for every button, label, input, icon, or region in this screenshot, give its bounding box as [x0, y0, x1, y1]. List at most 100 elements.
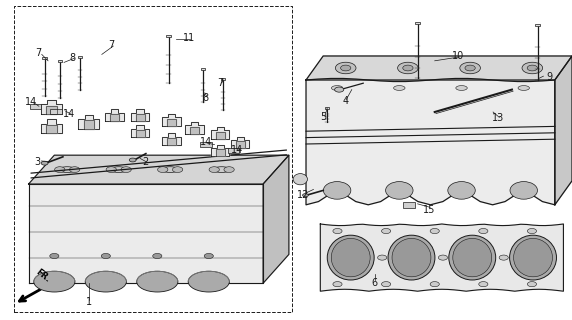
Ellipse shape — [331, 238, 370, 277]
Text: 14: 14 — [200, 137, 212, 148]
Polygon shape — [236, 141, 245, 148]
Ellipse shape — [386, 182, 413, 199]
Circle shape — [382, 228, 391, 234]
Ellipse shape — [137, 271, 178, 292]
Circle shape — [153, 253, 162, 259]
Polygon shape — [167, 138, 176, 145]
Polygon shape — [29, 184, 263, 283]
Text: 15: 15 — [423, 204, 435, 215]
Polygon shape — [131, 109, 149, 121]
Polygon shape — [46, 106, 57, 114]
Circle shape — [460, 62, 480, 74]
Circle shape — [527, 65, 538, 71]
Polygon shape — [232, 137, 249, 148]
Polygon shape — [263, 155, 289, 283]
FancyBboxPatch shape — [325, 107, 329, 109]
Ellipse shape — [510, 182, 538, 199]
Text: 13: 13 — [491, 113, 504, 124]
Ellipse shape — [394, 86, 405, 91]
Text: 12: 12 — [297, 190, 309, 200]
Ellipse shape — [161, 167, 178, 172]
Circle shape — [430, 282, 439, 287]
Text: 10: 10 — [451, 51, 464, 61]
Circle shape — [50, 253, 59, 259]
Text: 7: 7 — [217, 78, 223, 88]
Polygon shape — [212, 145, 229, 156]
Polygon shape — [29, 155, 289, 184]
Polygon shape — [131, 125, 149, 137]
Polygon shape — [136, 114, 145, 121]
Circle shape — [438, 255, 447, 260]
Circle shape — [106, 167, 116, 172]
Circle shape — [522, 62, 543, 74]
Ellipse shape — [518, 86, 530, 91]
Text: 3: 3 — [34, 156, 40, 167]
Polygon shape — [216, 132, 225, 139]
Polygon shape — [320, 224, 563, 291]
Ellipse shape — [213, 167, 230, 172]
Polygon shape — [190, 127, 199, 134]
FancyBboxPatch shape — [78, 56, 82, 58]
Ellipse shape — [456, 86, 467, 91]
Polygon shape — [41, 119, 62, 133]
Circle shape — [303, 194, 308, 197]
Ellipse shape — [327, 235, 374, 280]
FancyBboxPatch shape — [50, 109, 62, 114]
FancyBboxPatch shape — [228, 148, 239, 153]
Circle shape — [378, 255, 387, 260]
Text: 4: 4 — [343, 96, 349, 106]
Polygon shape — [46, 125, 57, 133]
Circle shape — [333, 282, 342, 287]
Ellipse shape — [392, 238, 431, 277]
Circle shape — [340, 65, 351, 71]
Polygon shape — [110, 114, 119, 121]
Ellipse shape — [188, 271, 229, 292]
Circle shape — [69, 167, 80, 172]
Circle shape — [333, 228, 342, 234]
Polygon shape — [216, 149, 225, 156]
Circle shape — [54, 167, 65, 172]
Circle shape — [121, 167, 131, 172]
FancyBboxPatch shape — [166, 35, 171, 37]
Ellipse shape — [58, 167, 76, 172]
Text: 14: 14 — [62, 108, 75, 119]
Text: 6: 6 — [372, 278, 378, 288]
Circle shape — [209, 167, 219, 172]
Ellipse shape — [110, 167, 127, 172]
Circle shape — [172, 167, 183, 172]
FancyBboxPatch shape — [535, 24, 540, 26]
Circle shape — [403, 65, 413, 71]
FancyBboxPatch shape — [201, 68, 205, 70]
Polygon shape — [306, 78, 555, 205]
Text: 8: 8 — [70, 52, 76, 63]
Ellipse shape — [449, 235, 496, 280]
Circle shape — [335, 87, 344, 92]
FancyBboxPatch shape — [221, 78, 225, 80]
Text: 11: 11 — [182, 33, 195, 44]
Ellipse shape — [514, 238, 553, 277]
Ellipse shape — [331, 86, 343, 91]
Text: 14: 14 — [231, 145, 244, 156]
Circle shape — [157, 167, 168, 172]
Circle shape — [527, 228, 537, 234]
Text: 8: 8 — [203, 92, 209, 103]
Circle shape — [465, 65, 475, 71]
Circle shape — [479, 228, 488, 234]
Ellipse shape — [34, 271, 75, 292]
Circle shape — [41, 161, 48, 165]
Text: 7: 7 — [35, 48, 41, 58]
Circle shape — [101, 253, 110, 259]
Polygon shape — [41, 100, 62, 114]
FancyBboxPatch shape — [58, 60, 62, 62]
Ellipse shape — [323, 182, 351, 199]
Polygon shape — [84, 120, 94, 129]
Text: 2: 2 — [143, 156, 149, 167]
Ellipse shape — [510, 235, 557, 280]
Circle shape — [499, 255, 509, 260]
Circle shape — [527, 282, 537, 287]
Text: FR.: FR. — [34, 267, 52, 284]
FancyBboxPatch shape — [42, 57, 47, 59]
Circle shape — [129, 158, 136, 162]
Polygon shape — [555, 56, 572, 205]
Polygon shape — [211, 127, 229, 139]
